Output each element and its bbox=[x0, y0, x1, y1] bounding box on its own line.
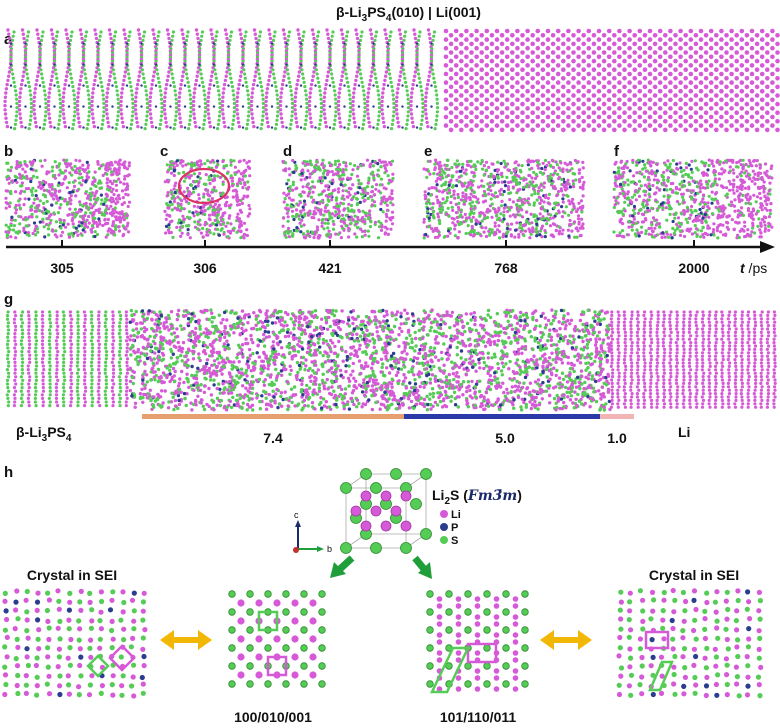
panel-label-d: d bbox=[283, 143, 292, 160]
segment-bar-5.0 bbox=[404, 414, 600, 419]
label-beta-li3ps4: β-Li3PS4 bbox=[16, 424, 72, 444]
legend-li-label: Li bbox=[451, 509, 461, 521]
tick-label-768: 768 bbox=[494, 260, 518, 276]
panel-label-g: g bbox=[4, 291, 13, 308]
compound-label: Li2S (Fm3̄m) bbox=[432, 487, 522, 507]
axis-c-label: c bbox=[294, 510, 299, 520]
tick-label-305: 305 bbox=[50, 260, 74, 276]
snapshot-f bbox=[612, 158, 774, 240]
li2s-unit-cell bbox=[340, 468, 432, 554]
segment-bar-1.0 bbox=[600, 414, 634, 419]
axis-triad: c b bbox=[293, 510, 332, 554]
sei-crystal-left bbox=[2, 588, 148, 699]
arrow-to-100 bbox=[330, 555, 355, 578]
panel-g-interface bbox=[5, 308, 777, 412]
gold-double-arrow-right bbox=[540, 630, 592, 650]
panel-label-f: f bbox=[614, 143, 620, 160]
legend-p-label: P bbox=[451, 522, 458, 534]
tick-label-2000: 2000 bbox=[678, 260, 709, 276]
tick-label-306: 306 bbox=[193, 260, 217, 276]
segment-value-1.0: 1.0 bbox=[607, 430, 627, 446]
panel-label-b: b bbox=[4, 143, 13, 160]
crystal-label-right: Crystal in SEI bbox=[649, 567, 739, 583]
timeline-axis bbox=[6, 240, 775, 253]
legend-s-dot bbox=[440, 536, 448, 544]
snapshot-e bbox=[422, 158, 586, 240]
axis-b-label: b bbox=[327, 544, 332, 554]
segment-value-7.4: 7.4 bbox=[263, 430, 283, 446]
panel-label-h: h bbox=[4, 464, 13, 481]
plane-110-lattice bbox=[426, 590, 529, 694]
atom-legend: Li P S bbox=[440, 509, 461, 547]
legend-s-label: S bbox=[451, 535, 458, 547]
legend-li-dot bbox=[440, 510, 448, 518]
legend-p-dot bbox=[440, 523, 448, 531]
plane-label-110: 101/110/011 bbox=[440, 709, 517, 725]
plane-100-lattice bbox=[228, 590, 326, 688]
crystal-label-left: Crystal in SEI bbox=[27, 567, 117, 583]
arrow-to-110 bbox=[412, 555, 432, 579]
time-axis-unit: t /ps bbox=[740, 260, 767, 276]
snapshot-d bbox=[281, 158, 395, 240]
plane-label-100: 100/010/001 bbox=[234, 709, 312, 725]
snapshot-c bbox=[163, 158, 252, 240]
gold-double-arrow-left bbox=[160, 630, 212, 650]
sei-crystal-right bbox=[616, 587, 764, 699]
label-li: Li bbox=[678, 424, 690, 440]
segment-value-5.0: 5.0 bbox=[495, 430, 515, 446]
highlight-ellipse bbox=[177, 167, 231, 205]
panel-label-e: e bbox=[424, 143, 432, 160]
tick-label-421: 421 bbox=[318, 260, 342, 276]
snapshot-b bbox=[4, 158, 132, 240]
segment-bar-7.4 bbox=[142, 414, 404, 419]
figure-title: β-Li3PS4(010) | Li(001) bbox=[336, 4, 481, 24]
panel-a-structure bbox=[3, 28, 780, 133]
panel-label-c: c bbox=[160, 143, 168, 160]
